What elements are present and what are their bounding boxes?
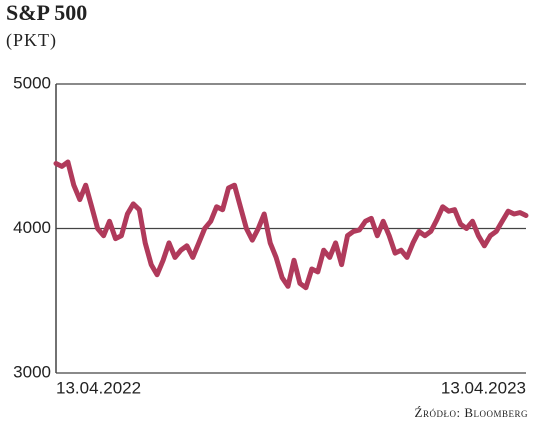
y-tick-label: 5000	[13, 73, 51, 92]
x-tick-label: 13.04.2022	[56, 378, 141, 397]
source: Źródło: Bloomberg	[415, 405, 528, 420]
series-line	[53, 159, 529, 291]
chart-title: S&P 500	[6, 0, 87, 25]
y-tick-label: 4000	[13, 218, 51, 237]
x-tick-label: 13.04.2023	[441, 378, 526, 397]
chart-subtitle: (PKT)	[6, 30, 57, 51]
y-tick-label: 3000	[13, 362, 51, 381]
